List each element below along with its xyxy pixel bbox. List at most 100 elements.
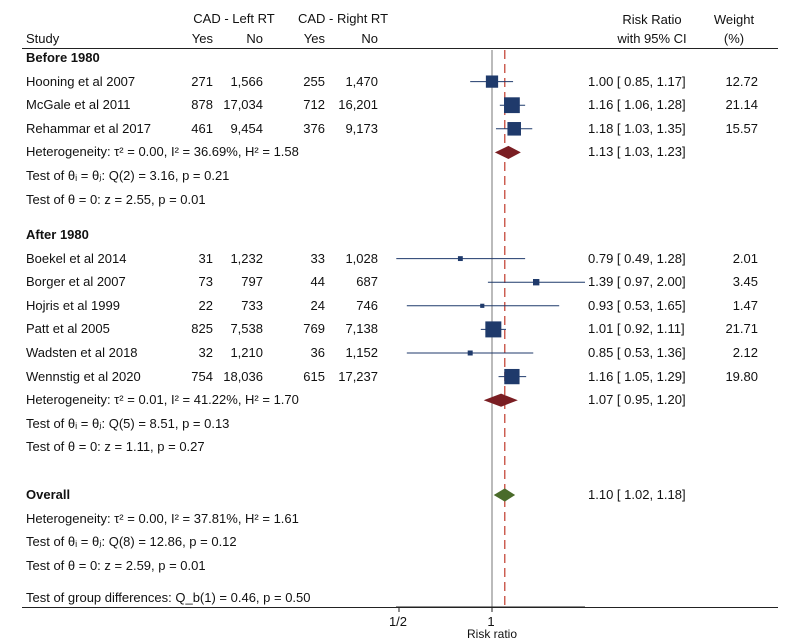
subgroup-diamond (494, 145, 521, 159)
ci-header: with 95% CI (617, 31, 687, 46)
group1-yes: 73 (198, 274, 213, 290)
ci-text: 1.18 [ 1.03, 1.35] (588, 120, 686, 136)
heterogeneity-text: Heterogeneity: τ² = 0.01, I² = 41.22%, H… (26, 392, 299, 408)
no1-header: No (246, 31, 263, 46)
yes1-header: Yes (191, 31, 213, 46)
group1-no: 17,034 (223, 97, 263, 113)
group2-header: CAD - Right RT (297, 11, 389, 26)
overall-diamond (493, 488, 516, 502)
weight-text: 19.80 (725, 368, 758, 384)
tick-label-half: 1/2 (388, 614, 408, 629)
weight-text: 21.71 (725, 321, 758, 337)
group1-no: 7,538 (230, 321, 263, 337)
group1-yes: 22 (198, 297, 213, 313)
bottom-rule (22, 607, 778, 608)
study-marker (485, 75, 499, 88)
weight-text: 15.57 (725, 120, 758, 136)
study-marker (467, 350, 473, 356)
group2-no: 9,173 (345, 120, 378, 136)
study-header: Study (26, 31, 60, 46)
group2-yes: 376 (303, 120, 325, 136)
group2-no: 687 (356, 274, 378, 290)
group1-header: CAD - Left RT (193, 11, 275, 26)
group2-yes: 615 (303, 368, 325, 384)
group2-no: 1,028 (345, 250, 378, 266)
overall-label: Overall (26, 487, 71, 502)
group1-yes: 754 (191, 368, 213, 384)
group2-no: 16,201 (338, 97, 378, 113)
overall-homogeneity-test: Test of θᵢ = θⱼ: Q(8) = 12.86, p = 0.12 (26, 534, 237, 550)
group2-yes: 712 (303, 97, 325, 113)
study-marker (504, 368, 520, 385)
group1-yes: 32 (198, 345, 213, 360)
group2-yes: 769 (303, 321, 325, 337)
heterogeneity-text: Heterogeneity: τ² = 0.00, I² = 36.69%, H… (26, 144, 299, 160)
study-name: Patt et al 2005 (26, 321, 110, 337)
group2-no: 7,138 (345, 321, 378, 337)
study-marker (457, 256, 463, 262)
no2-header: No (361, 31, 378, 46)
study-marker (532, 279, 540, 286)
ci-text: 0.85 [ 0.53, 1.36] (588, 345, 686, 360)
group1-yes: 461 (191, 120, 213, 136)
header-rule (22, 48, 778, 49)
study-marker (485, 321, 502, 338)
weight-text: 3.45 (732, 274, 758, 290)
study-name: Hojris et al 1999 (26, 297, 120, 313)
ci-text: 0.79 [ 0.49, 1.28] (588, 250, 686, 266)
group2-no: 17,237 (338, 368, 378, 384)
homogeneity-test: Test of θᵢ = θⱼ: Q(5) = 8.51, p = 0.13 (26, 415, 230, 431)
group2-yes: 44 (310, 274, 325, 290)
homogeneity-test: Test of θᵢ = θⱼ: Q(2) = 3.16, p = 0.21 (26, 168, 230, 183)
weight-unit-header: (%) (723, 31, 745, 46)
weight-text: 2.01 (732, 250, 758, 266)
study-name: Boekel et al 2014 (26, 250, 127, 266)
x-axis-label: Risk ratio (466, 627, 517, 641)
weight-header: Weight (713, 12, 755, 27)
rr-header: Risk Ratio (622, 12, 682, 27)
effect-test: Test of θ = 0: z = 1.11, p = 0.27 (26, 439, 205, 455)
study-marker (480, 303, 485, 308)
study-marker (507, 122, 521, 136)
group1-no: 9,454 (230, 120, 263, 136)
group-difference-test: Test of group differences: Q_b(1) = 0.46… (26, 590, 311, 605)
ci-text: 1.00 [ 0.85, 1.17] (588, 73, 686, 89)
weight-text: 21.14 (725, 97, 758, 113)
study-name: McGale et al 2011 (26, 97, 131, 113)
group2-no: 1,470 (345, 73, 378, 89)
yes2-header: Yes (303, 31, 325, 46)
group-label: After 1980 (26, 227, 89, 242)
group1-yes: 878 (191, 97, 213, 113)
weight-text: 12.72 (725, 73, 758, 89)
group1-no: 1,566 (230, 73, 263, 89)
group-label: Before 1980 (26, 50, 100, 65)
group1-yes: 271 (191, 73, 213, 89)
pooled-ci-text: 1.07 [ 0.95, 1.20] (588, 392, 686, 408)
group1-yes: 31 (198, 250, 213, 266)
overall-heterogeneity: Heterogeneity: τ² = 0.00, I² = 37.81%, H… (26, 510, 299, 526)
study-name: Wadsten et al 2018 (26, 345, 138, 360)
tick-label-one: 1 (487, 614, 495, 629)
study-name: Hooning et al 2007 (26, 73, 136, 89)
study-name: Borger et al 2007 (26, 274, 126, 290)
effect-test: Test of θ = 0: z = 2.55, p = 0.01 (26, 191, 206, 207)
study-marker (504, 97, 520, 114)
ci-text: 1.01 [ 0.92, 1.11] (588, 321, 685, 337)
pooled-ci-text: 1.13 [ 1.03, 1.23] (588, 144, 686, 160)
weight-text: 1.47 (732, 297, 758, 313)
group2-no: 746 (356, 297, 378, 313)
weight-text: 2.12 (732, 345, 758, 360)
group1-no: 1,210 (230, 345, 263, 360)
study-name: Wennstig et al 2020 (26, 368, 141, 384)
group1-no: 797 (241, 274, 263, 290)
overall-effect-test: Test of θ = 0: z = 2.59, p = 0.01 (26, 557, 206, 573)
ci-text: 0.93 [ 0.53, 1.65] (588, 297, 686, 313)
group2-yes: 36 (310, 345, 325, 360)
ci-text: 1.16 [ 1.05, 1.29] (588, 368, 686, 384)
group2-no: 1,152 (345, 345, 378, 360)
study-name: Rehammar et al 2017 (26, 120, 152, 136)
ci-text: 1.16 [ 1.06, 1.28] (588, 97, 686, 113)
group1-no: 18,036 (223, 368, 263, 384)
